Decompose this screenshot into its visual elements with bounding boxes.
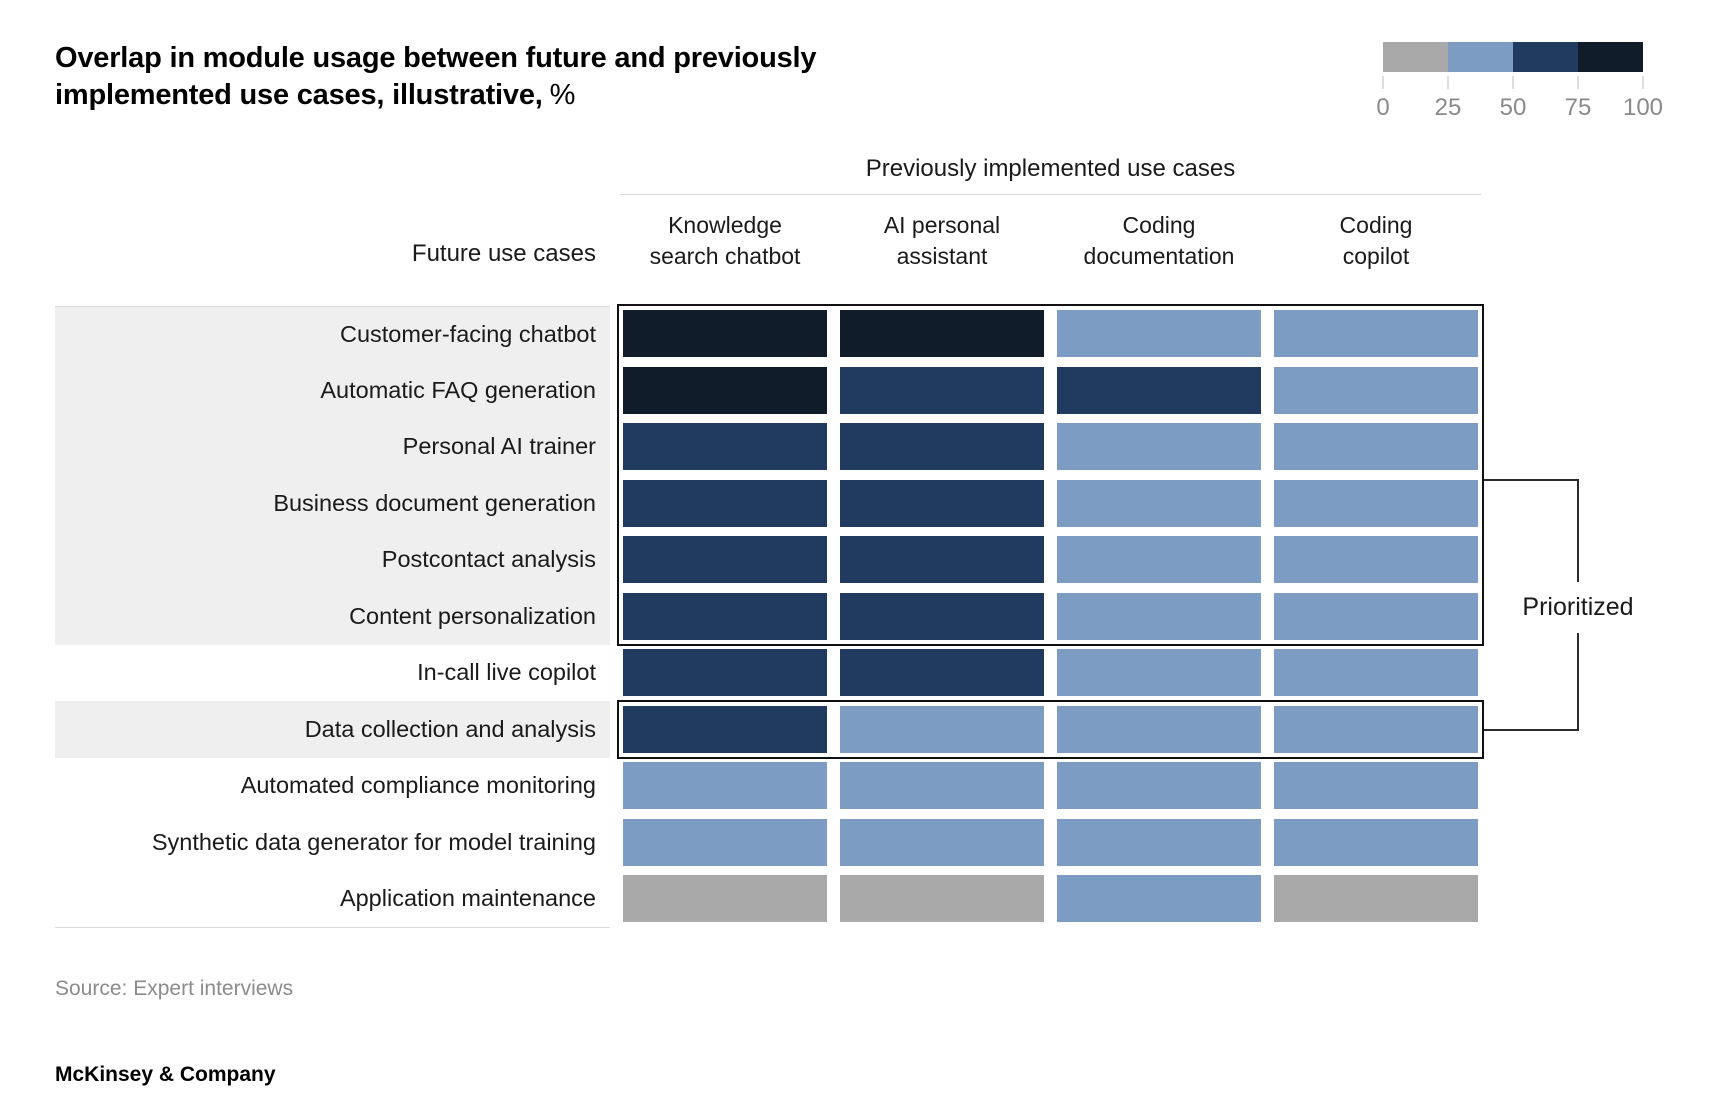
chart-title-unit: % <box>549 79 576 111</box>
brand-footer: McKinsey & Company <box>55 1063 276 1086</box>
heatmap-cell <box>623 818 827 866</box>
heatmap-cell <box>1057 762 1261 809</box>
legend-tick-label: 50 <box>1499 94 1527 121</box>
heatmap-cell <box>840 762 1044 809</box>
row-label: Application maintenance <box>55 870 610 928</box>
row-label: Automated compliance monitoring <box>55 757 610 815</box>
row-group-header: Future use cases <box>411 240 596 267</box>
prioritized-label: Prioritized <box>1495 582 1661 633</box>
legend-tick-label: 100 <box>1622 94 1664 121</box>
legend-tick-mark <box>1382 76 1384 89</box>
heatmap-cell <box>1274 366 1478 414</box>
chart-title-line2: implemented use cases, illustrative, <box>55 79 543 111</box>
heatmap-cell <box>1274 423 1478 470</box>
heatmap-cell <box>840 592 1044 640</box>
heatmap-cell <box>1274 479 1478 527</box>
legend-ticks <box>1382 76 1644 92</box>
prioritized-bracket-top-line <box>1484 479 1579 481</box>
heatmap-cell <box>840 875 1044 922</box>
heatmap-cell <box>623 592 827 640</box>
heatmap-cell <box>840 479 1044 527</box>
heatmap-cell <box>623 423 827 470</box>
legend-tick-mark <box>1512 76 1514 89</box>
heatmap-cell <box>623 536 827 583</box>
legend-swatch-25-50 <box>1448 42 1513 72</box>
row-label: Business document generation <box>55 475 610 533</box>
row-label: Customer-facing chatbot <box>55 305 610 363</box>
heatmap-cell <box>1057 875 1261 922</box>
chart-title-line1: Overlap in module usage between future a… <box>55 42 817 74</box>
source-note: Source: Expert interviews <box>55 977 294 1000</box>
heatmap-cell <box>623 310 827 357</box>
heatmap-cell <box>840 310 1044 357</box>
row-label: Personal AI trainer <box>55 418 610 476</box>
legend-swatch-0-25 <box>1383 42 1448 72</box>
heatmap-cell <box>840 818 1044 866</box>
heatmap-cell <box>1057 705 1261 753</box>
heatmap-cell <box>840 366 1044 414</box>
row-label: Content personalization <box>55 588 610 646</box>
heatmap-cell <box>623 705 827 753</box>
legend-tick-labels: 0 25 50 75 100 <box>1376 94 1663 122</box>
legend-tick-mark <box>1642 76 1644 89</box>
heatmap-cell <box>840 536 1044 583</box>
row-label: Synthetic data generator for model train… <box>55 814 610 872</box>
heatmap-cell <box>623 366 827 414</box>
legend-tick-mark <box>1447 76 1449 89</box>
heatmap-cell <box>1057 592 1261 640</box>
heatmap-cell <box>1274 310 1478 357</box>
color-scale-legend: 0 25 50 75 100 <box>1376 42 1663 122</box>
heatmap-cell <box>1274 649 1478 696</box>
legend-swatch-75-100 <box>1578 42 1643 72</box>
heatmap-cell <box>1057 310 1261 357</box>
heatmap-cell <box>1274 705 1478 753</box>
chart-title: Overlap in module usage between future a… <box>55 40 817 114</box>
heatmap-cell <box>1057 479 1261 527</box>
column-header-2: AI personal assistant <box>883 212 1001 269</box>
legend-tick-label: 0 <box>1376 94 1390 121</box>
row-label: In-call live copilot <box>55 644 610 702</box>
heatmap-cell <box>1274 536 1478 583</box>
heatmap-cell <box>1057 818 1261 866</box>
row-label: Data collection and analysis <box>55 701 610 759</box>
legend-tick-label: 25 <box>1434 94 1462 121</box>
legend-swatches <box>1383 42 1643 72</box>
legend-tick-mark <box>1577 76 1579 89</box>
row-label: Automatic FAQ generation <box>55 362 610 420</box>
heatmap-cell <box>1057 536 1261 583</box>
column-header-3: Coding documentation <box>1083 212 1235 269</box>
heatmap-cell <box>1274 875 1478 922</box>
heatmap-cell <box>840 705 1044 753</box>
heatmap-cell <box>623 762 827 809</box>
heatmap-cell <box>1274 592 1478 640</box>
column-headers: Knowledge search chatbot AI personal assi… <box>623 210 1478 272</box>
heatmap-cell <box>1057 366 1261 414</box>
heatmap-cell <box>623 479 827 527</box>
heatmap-cell <box>840 649 1044 696</box>
heatmap-cell <box>1057 649 1261 696</box>
heatmap-cell <box>1274 818 1478 866</box>
row-label: Postcontact analysis <box>55 531 610 589</box>
prioritized-bracket-bottom-line <box>1484 729 1579 731</box>
heatmap-cell <box>1057 423 1261 470</box>
column-group-header: Previously implemented use cases <box>865 155 1236 182</box>
heatmap-cell <box>623 649 827 696</box>
heatmap-cell <box>623 875 827 922</box>
column-group-underline <box>620 194 1481 195</box>
legend-tick-label: 75 <box>1564 94 1592 121</box>
legend-swatch-50-75 <box>1513 42 1578 72</box>
column-header-4: Coding copilot <box>1339 212 1413 269</box>
column-header-1: Knowledge search chatbot <box>649 212 801 269</box>
heatmap-cell <box>840 423 1044 470</box>
heatmap-cell <box>1274 762 1478 809</box>
